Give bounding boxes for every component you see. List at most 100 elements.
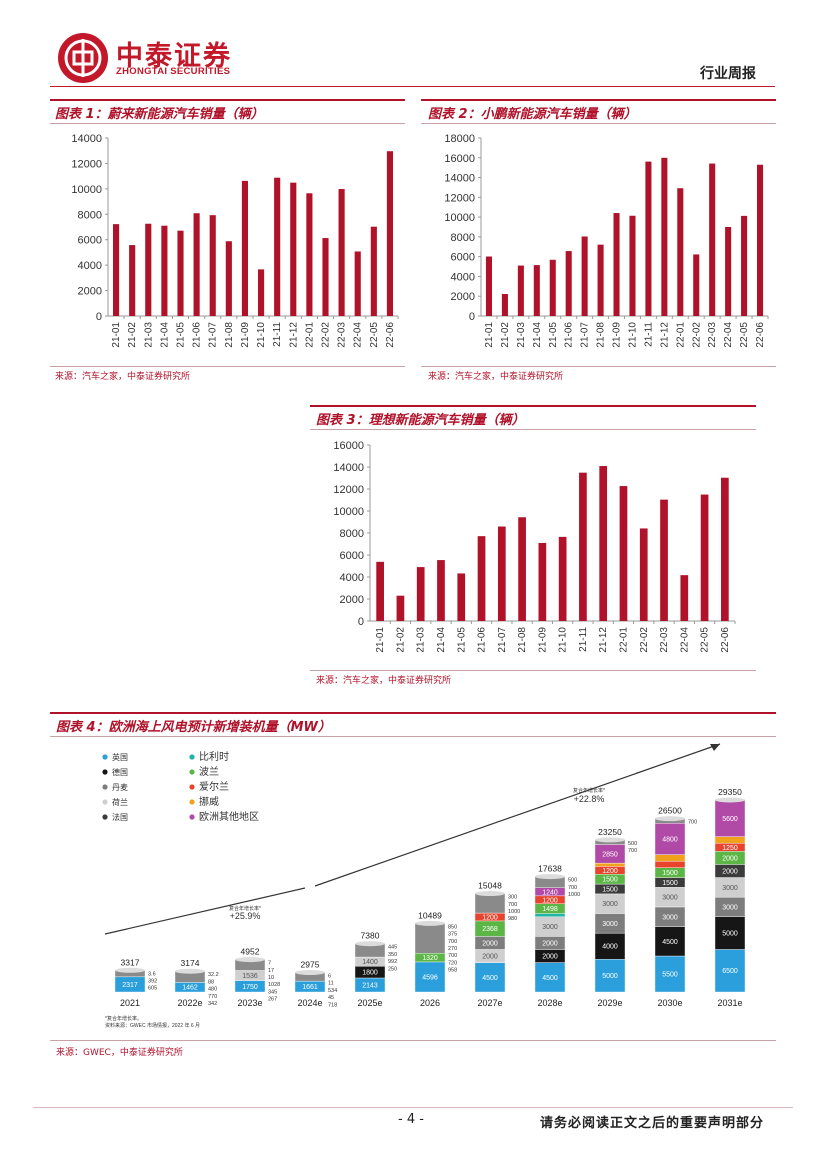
segment-label: 1240 xyxy=(542,889,558,896)
fig3-x-tick-label: 22-03 xyxy=(659,627,670,653)
cagr-right-value: +22.8% xyxy=(574,794,605,804)
side-value-label: 480 xyxy=(208,987,217,993)
fig4-chart: 英国德国丹麦荷兰法国比利时波兰爱尔兰挪威欧洲其他地区复合年增长率*+25.9%复… xyxy=(102,743,746,1029)
fig2-bar xyxy=(565,251,572,316)
fig2-bar xyxy=(597,244,604,316)
fig2-bar xyxy=(501,294,508,316)
fig1-bar xyxy=(193,213,200,316)
side-value-label: 45 xyxy=(328,995,334,1001)
fig1-bar xyxy=(161,225,168,316)
segment-label: 1750 xyxy=(242,984,258,991)
fig2-title: 图表 2：小鹏新能源汽车销量（辆） xyxy=(428,107,637,122)
fig1-bar xyxy=(129,245,136,316)
segment-label: 1500 xyxy=(662,880,678,887)
stack-segment xyxy=(714,836,746,844)
fig2-x-tick-label: 22-02 xyxy=(691,322,702,348)
fig1-x-tick-label: 21-10 xyxy=(256,322,267,348)
fig1-x-tick-label: 21-01 xyxy=(111,322,122,348)
fig3-x-tick-label: 21-01 xyxy=(375,627,386,653)
fig1-x-tick-label: 21-03 xyxy=(143,322,154,348)
fig1-bar xyxy=(274,177,281,316)
fig3-x-tick-label: 21-03 xyxy=(416,627,427,653)
side-value-label: 700 xyxy=(568,885,577,891)
stack-segment-minor xyxy=(474,893,506,914)
fig2-bar xyxy=(549,259,556,316)
segment-label: 1800 xyxy=(362,970,378,977)
fig3-x-tick-label: 21-05 xyxy=(456,627,467,653)
side-value-label: 770 xyxy=(208,994,217,1000)
segment-label: 3000 xyxy=(662,914,678,921)
stack-total-label: 17638 xyxy=(538,864,562,874)
trend-line-right xyxy=(314,743,721,887)
segment-label: 2000 xyxy=(722,855,738,862)
fig3-y-tick-label: 0 xyxy=(358,616,364,628)
segment-label: 3000 xyxy=(602,901,618,908)
fig2-x-tick-label: 21-09 xyxy=(612,322,623,348)
fig2-bar xyxy=(581,236,588,316)
side-value-label: 10 xyxy=(268,975,274,981)
stack-segment xyxy=(654,823,686,855)
legend-label: 英国 xyxy=(112,752,128,762)
disclaimer: 请务必阅读正文之后的重要声明部分 xyxy=(540,1116,765,1131)
stack-segment-minor xyxy=(414,923,446,954)
legend-swatch xyxy=(189,814,195,820)
fig2-bar xyxy=(661,157,668,316)
side-value-label: 700 xyxy=(448,939,457,945)
fig3-bar xyxy=(497,526,506,621)
fig1-bar xyxy=(241,180,249,316)
segment-label: 3000 xyxy=(602,921,618,928)
fig1-title-rule xyxy=(50,123,405,124)
fig1-x-tick-label: 21-09 xyxy=(240,322,251,348)
fig4-title-rule xyxy=(50,736,776,737)
fig1-x-tick-label: 21-11 xyxy=(272,322,283,347)
fig2-y-tick-label: 12000 xyxy=(444,192,475,204)
fig1-x-tick-label: 22-04 xyxy=(353,322,364,348)
fig2-bar xyxy=(693,254,700,316)
stack-total-label: 2975 xyxy=(301,960,320,970)
fig1-x-tick-label: 21-05 xyxy=(176,322,187,348)
fig1-y-tick-label: 2000 xyxy=(78,286,102,298)
side-value-label: 17 xyxy=(268,968,274,974)
stack-segment xyxy=(534,913,566,917)
fig1-x-tick-label: 21-12 xyxy=(288,322,299,348)
fig3-x-tick-label: 22-05 xyxy=(700,627,711,653)
side-value-label: 958 xyxy=(448,968,457,974)
fig3-bar xyxy=(558,536,567,621)
page-number: - 4 - xyxy=(398,1112,424,1127)
legend-label: 法国 xyxy=(112,812,128,822)
side-value-label: 700 xyxy=(508,902,517,908)
fig3-bar xyxy=(538,542,547,621)
stack-segment xyxy=(414,961,446,993)
fig2-top-rule xyxy=(421,99,776,101)
stack-total-label: 29350 xyxy=(718,787,742,797)
segment-label: 1462 xyxy=(182,985,198,992)
side-value-label: 980 xyxy=(508,916,517,922)
segment-label: 1500 xyxy=(602,886,618,893)
legend-swatch xyxy=(102,769,108,775)
segment-label: 5500 xyxy=(662,972,678,979)
segment-label: 4500 xyxy=(662,939,678,946)
fig2-x-tick-label: 21-08 xyxy=(596,322,607,348)
fig1-bar xyxy=(386,151,394,316)
segment-label: 1320 xyxy=(422,955,438,962)
fig3-x-tick-label: 22-04 xyxy=(679,627,690,653)
legend-label: 爱尔兰 xyxy=(199,780,229,793)
fig2-source-rule xyxy=(421,366,776,367)
fig3-y-tick-label: 2000 xyxy=(340,594,364,606)
side-value-label: 605 xyxy=(148,986,157,992)
fig1-x-tick-label: 21-08 xyxy=(224,322,235,348)
fig3-bar xyxy=(477,536,486,621)
side-value-label: 6 xyxy=(328,974,331,980)
side-value-label: 700 xyxy=(448,953,457,959)
stack-segment xyxy=(654,860,686,868)
side-value-label: 700 xyxy=(688,820,697,826)
fig3-x-tick-label: 21-08 xyxy=(517,627,528,653)
fig2-bar xyxy=(485,256,493,316)
stack-top-cap xyxy=(475,891,505,897)
fig3-x-tick-label: 21-09 xyxy=(537,627,548,653)
stack-segment xyxy=(534,962,566,993)
fig1-y-tick-label: 8000 xyxy=(78,209,102,221)
footnote-source: 资料来源：GWEC 市场情报，2022 年 6 月 xyxy=(105,1022,200,1029)
legend-label: 德国 xyxy=(112,767,128,777)
fig3-bar xyxy=(437,560,445,621)
